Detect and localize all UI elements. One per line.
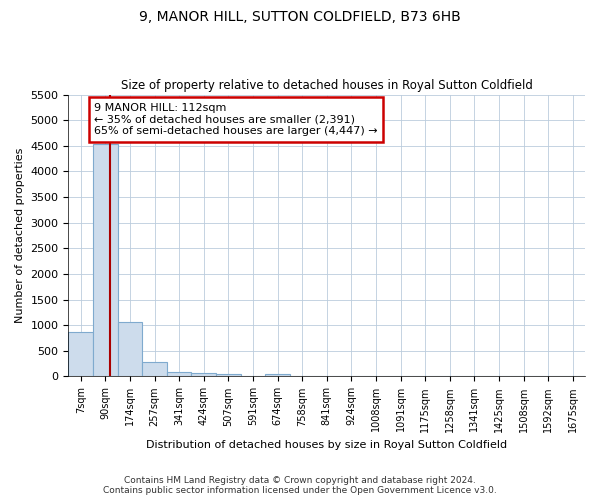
Y-axis label: Number of detached properties: Number of detached properties <box>15 148 25 323</box>
Bar <box>191 372 216 376</box>
Bar <box>265 374 290 376</box>
Text: Contains HM Land Registry data © Crown copyright and database right 2024.
Contai: Contains HM Land Registry data © Crown c… <box>103 476 497 495</box>
Text: 9 MANOR HILL: 112sqm
← 35% of detached houses are smaller (2,391)
65% of semi-de: 9 MANOR HILL: 112sqm ← 35% of detached h… <box>94 103 378 136</box>
Bar <box>216 374 241 376</box>
Bar <box>68 332 93 376</box>
X-axis label: Distribution of detached houses by size in Royal Sutton Coldfield: Distribution of detached houses by size … <box>146 440 507 450</box>
Title: Size of property relative to detached houses in Royal Sutton Coldfield: Size of property relative to detached ho… <box>121 79 533 92</box>
Bar <box>118 322 142 376</box>
Bar <box>93 144 118 376</box>
Bar <box>167 372 191 376</box>
Text: 9, MANOR HILL, SUTTON COLDFIELD, B73 6HB: 9, MANOR HILL, SUTTON COLDFIELD, B73 6HB <box>139 10 461 24</box>
Bar <box>142 362 167 376</box>
